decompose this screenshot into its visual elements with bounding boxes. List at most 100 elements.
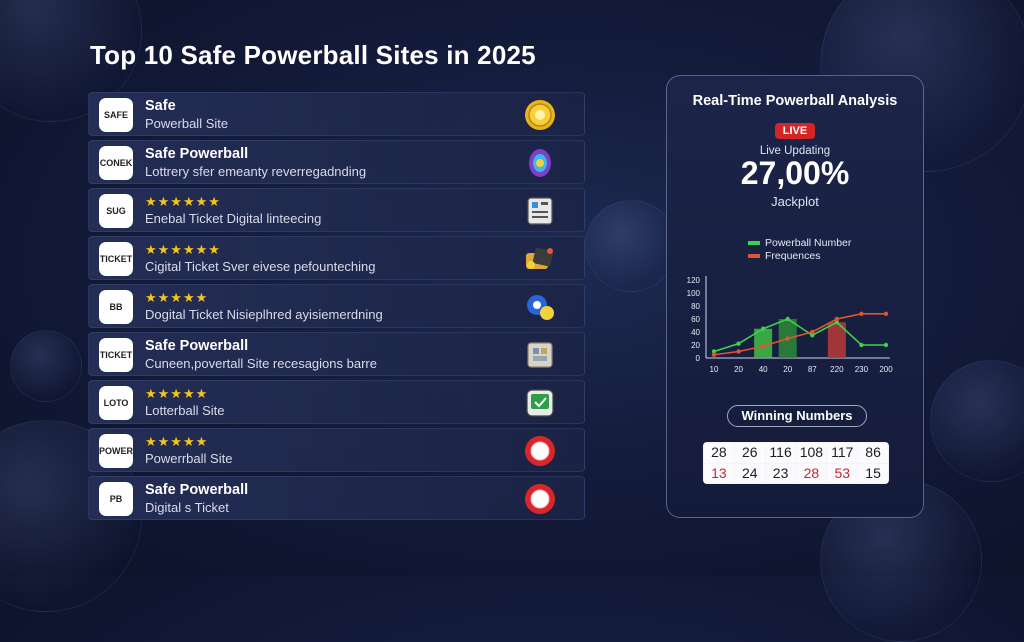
site-list: SAFE Safe Powerball Site CONEK Safe Powerbal… <box>88 92 585 524</box>
legend-label-powerball: Powerball Number <box>765 236 852 249</box>
x-tick-label: 20 <box>783 365 792 374</box>
site-description: Cuneen,povertall Site recesagions barre <box>145 356 377 371</box>
site-row[interactable]: CONEK Safe Powerball Lottrery sfer emeanty… <box>88 140 585 184</box>
site-logo-text: BB <box>109 301 123 312</box>
series-point-1 <box>810 329 815 335</box>
site-logo: CONEK <box>99 146 133 180</box>
site-description: Enebal Ticket Digital linteecing <box>145 211 322 226</box>
winning-number: 108 <box>796 443 827 463</box>
chart-bar <box>827 322 846 358</box>
y-tick-label: 80 <box>691 302 700 311</box>
site-text: ★★★★★ Dogital Ticket Nisieplhred ayisieme… <box>145 290 383 323</box>
site-row[interactable]: LOTO ★★★★★ Lotterball Site <box>88 380 585 424</box>
series-point-1 <box>736 349 741 354</box>
star-rating: ★★★★★ <box>145 434 209 449</box>
live-updating-text: Live Updating <box>759 145 831 157</box>
blue-ball-icon <box>524 291 556 323</box>
series-point-1 <box>883 311 889 316</box>
site-row[interactable]: PB Safe Powerball Digital s Ticket <box>88 476 585 520</box>
site-title: Safe Powerball <box>145 338 249 354</box>
x-tick-label: 10 <box>710 365 719 374</box>
ticket-wallet-icon <box>524 243 556 275</box>
background-ball <box>585 200 677 292</box>
winning-number: 24 <box>734 463 765 483</box>
site-logo-text: LOTO <box>103 397 129 408</box>
legend-swatch-red <box>748 253 760 258</box>
y-tick-label: 20 <box>691 341 700 350</box>
site-logo-text: PB <box>109 493 123 504</box>
series-point-0 <box>883 342 889 348</box>
star-rating: ★★★★★★ <box>145 194 221 209</box>
series-line-1 <box>713 312 886 356</box>
winning-numbers-button[interactable]: Winning Numbers <box>727 405 867 427</box>
y-tick-label: 100 <box>687 289 701 298</box>
site-text: ★★★★★ Lotterball Site <box>145 386 225 419</box>
site-row[interactable]: TICKET Safe Powerball Cuneen,povertall Sit… <box>88 332 585 376</box>
series-point-1 <box>785 336 790 341</box>
series-point-0 <box>785 316 790 322</box>
series-line-0 <box>713 318 886 353</box>
site-row[interactable]: POWER ★★★★★ Powerrball Site <box>88 428 585 472</box>
site-row[interactable]: SAFE Safe Powerball Site <box>88 92 585 136</box>
site-text: ★★★★★★ Cigital Ticket Sver eivese pefount… <box>145 242 376 275</box>
background-ball <box>10 330 82 402</box>
star-rating: ★★★★★ <box>145 386 209 401</box>
site-logo: POWER <box>99 434 133 468</box>
x-tick-label: 40 <box>759 365 768 374</box>
winning-number: 28 <box>704 443 734 463</box>
site-description: Powerball Site <box>145 116 229 131</box>
site-row[interactable]: BB ★★★★★ Dogital Ticket Nisieplhred ayisie… <box>88 284 585 328</box>
chart-legend: Powerball Number Frequences <box>748 236 851 262</box>
gold-coin-icon <box>524 99 556 131</box>
series-point-0 <box>810 333 815 338</box>
star-rating: ★★★★★★ <box>145 242 221 257</box>
legend-swatch-green <box>748 240 760 245</box>
site-description: Lotterball Site <box>145 403 225 418</box>
site-description: Cigital Ticket Sver eivese pefounteching <box>145 259 376 274</box>
site-description: Dogital Ticket Nisieplhred ayisiemerdnin… <box>145 307 383 322</box>
y-tick-label: 120 <box>687 276 701 285</box>
lottery-ball-icon <box>524 147 556 179</box>
site-logo-text: CONEK <box>99 157 133 168</box>
site-title: Safe Powerball <box>145 146 249 162</box>
site-text: Safe Powerball Digital s Ticket <box>145 482 248 516</box>
series-point-1 <box>859 311 864 316</box>
ticket-machine-icon <box>524 195 556 227</box>
winning-number: 23 <box>765 463 796 483</box>
site-logo-text: POWER <box>99 445 133 456</box>
y-tick-label: 40 <box>691 328 700 337</box>
site-text: Safe Powerball Cuneen,povertall Site rece… <box>145 338 377 372</box>
site-row[interactable]: TICKET ★★★★★★ Cigital Ticket Sver eivese p… <box>88 236 585 280</box>
site-logo: BB <box>99 290 133 324</box>
scratch-card-icon <box>524 339 556 371</box>
site-logo: TICKET <box>99 242 133 276</box>
site-logo-text: SUG <box>106 205 126 216</box>
red-ball-icon <box>524 483 556 515</box>
jackpot-percentage: 27,00% <box>740 155 850 191</box>
series-point-1 <box>834 316 840 322</box>
winning-number: 117 <box>827 443 858 463</box>
x-tick-label: 20 <box>734 365 743 374</box>
legend-label-frequences: Frequences <box>765 249 821 262</box>
legend-item-frequences: Frequences <box>748 249 851 262</box>
x-tick-label: 87 <box>808 365 817 374</box>
winning-number: 53 <box>827 463 858 483</box>
background-ball <box>930 360 1024 482</box>
site-description: Digital s Ticket <box>145 500 229 515</box>
site-title: Safe Powerball <box>145 482 249 498</box>
series-point-0 <box>736 341 741 346</box>
site-title: Safe <box>145 98 176 114</box>
star-rating: ★★★★★ <box>145 290 209 305</box>
site-logo-text: TICKET <box>99 253 133 264</box>
analysis-line-chart: 0 20 40 60 80 100 120 10 20 40 20 87 220 230 200 <box>687 276 893 374</box>
site-logo-text: TICKET <box>99 349 133 360</box>
panel-title: Real-Time Powerball Analysis <box>692 93 898 109</box>
live-badge: LIVE <box>775 123 815 139</box>
site-text: ★★★★★★ Enebal Ticket Digital linteecing <box>145 194 321 227</box>
site-logo-text: SAFE <box>103 109 128 120</box>
site-text: ★★★★★ Powerrball Site <box>145 434 232 467</box>
winning-number: 13 <box>704 463 734 483</box>
site-row[interactable]: SUG ★★★★★★ Enebal Ticket Digital linteecin… <box>88 188 585 232</box>
site-description: Lottrery sfer emeanty reverregadnding <box>145 164 367 179</box>
chart-bar <box>754 328 773 358</box>
